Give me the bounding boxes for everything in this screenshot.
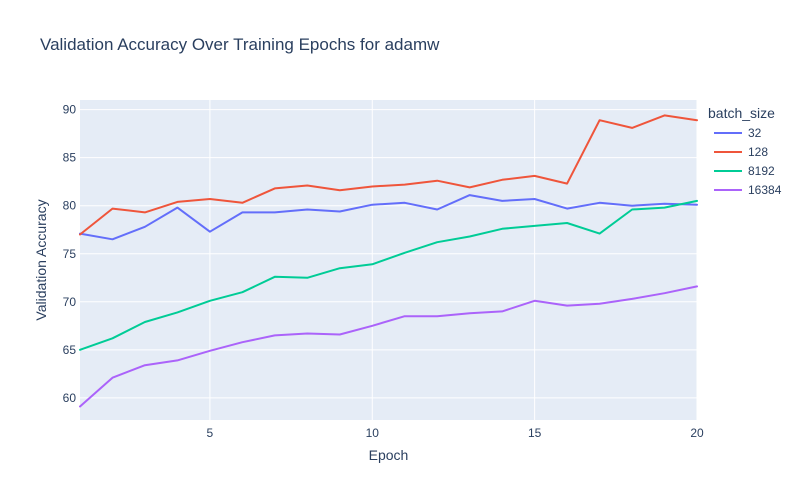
legend: batch_size 32 128 8192 16384 [708,105,782,197]
series-line-8192 [79,199,698,351]
legend-label: 32 [748,126,762,140]
y-tick-label: 90 [63,103,77,117]
series-line-128 [79,114,698,236]
x-axis-title: Epoch [369,447,409,463]
legend-label: 128 [748,145,768,159]
chart-title: Validation Accuracy Over Training Epochs… [40,35,440,54]
legend-label: 16384 [748,183,782,197]
y-tick-label: 75 [63,247,77,261]
x-tick-label: 20 [690,426,704,440]
x-axis-ticks: 5 10 15 20 [207,426,704,440]
y-tick-label: 80 [63,199,77,213]
legend-item-8192[interactable]: 8192 [714,164,775,178]
series-line-16384 [79,285,698,408]
legend-item-32[interactable]: 32 [714,126,762,140]
legend-item-16384[interactable]: 16384 [714,183,782,197]
gridlines [80,100,698,420]
y-tick-label: 65 [63,343,77,357]
y-tick-label: 60 [63,391,77,405]
y-axis-title: Validation Accuracy [33,199,49,320]
x-tick-label: 10 [366,426,380,440]
x-tick-label: 15 [528,426,542,440]
series-line-32 [79,194,698,241]
y-tick-label: 70 [63,295,77,309]
series-lines [79,114,698,408]
legend-title: batch_size [708,105,775,121]
x-tick-label: 5 [207,426,214,440]
y-tick-label: 85 [63,151,77,165]
legend-label: 8192 [748,164,775,178]
legend-item-128[interactable]: 128 [714,145,768,159]
plot-area [80,100,697,420]
y-axis-ticks: 60 65 70 75 80 85 90 [63,103,77,405]
